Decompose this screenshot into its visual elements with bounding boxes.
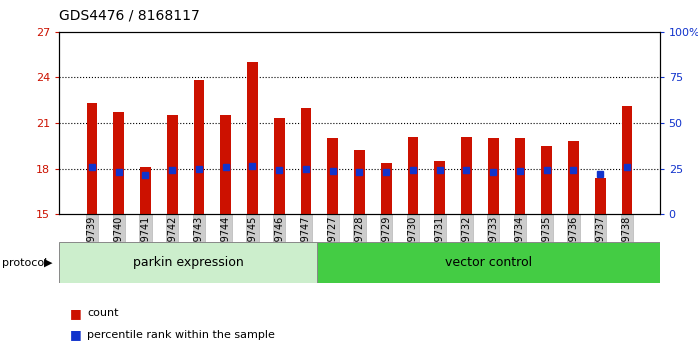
Bar xyxy=(514,138,526,214)
Bar xyxy=(274,119,285,214)
Bar xyxy=(488,138,498,214)
Bar xyxy=(542,146,552,214)
Text: count: count xyxy=(87,308,119,318)
Bar xyxy=(87,103,97,214)
Text: parkin expression: parkin expression xyxy=(133,256,244,269)
Bar xyxy=(434,161,445,214)
Bar xyxy=(301,108,311,214)
Bar xyxy=(461,137,472,214)
Bar xyxy=(408,137,418,214)
Bar xyxy=(167,115,177,214)
Bar xyxy=(595,178,606,214)
Bar xyxy=(317,242,660,283)
Bar xyxy=(247,62,258,214)
Text: GDS4476 / 8168117: GDS4476 / 8168117 xyxy=(59,9,200,23)
Bar xyxy=(113,112,124,214)
Bar xyxy=(381,162,392,214)
Text: vector control: vector control xyxy=(445,256,532,269)
Bar xyxy=(193,80,205,214)
Text: ■: ■ xyxy=(70,328,82,341)
Bar xyxy=(622,106,632,214)
Bar xyxy=(354,150,365,214)
Bar xyxy=(568,141,579,214)
Text: ■: ■ xyxy=(70,307,82,320)
Text: protocol: protocol xyxy=(2,258,47,268)
Bar xyxy=(221,115,231,214)
Text: ▶: ▶ xyxy=(44,258,52,268)
Text: percentile rank within the sample: percentile rank within the sample xyxy=(87,330,275,339)
Bar xyxy=(59,242,317,283)
Bar xyxy=(140,167,151,214)
Bar xyxy=(327,138,338,214)
